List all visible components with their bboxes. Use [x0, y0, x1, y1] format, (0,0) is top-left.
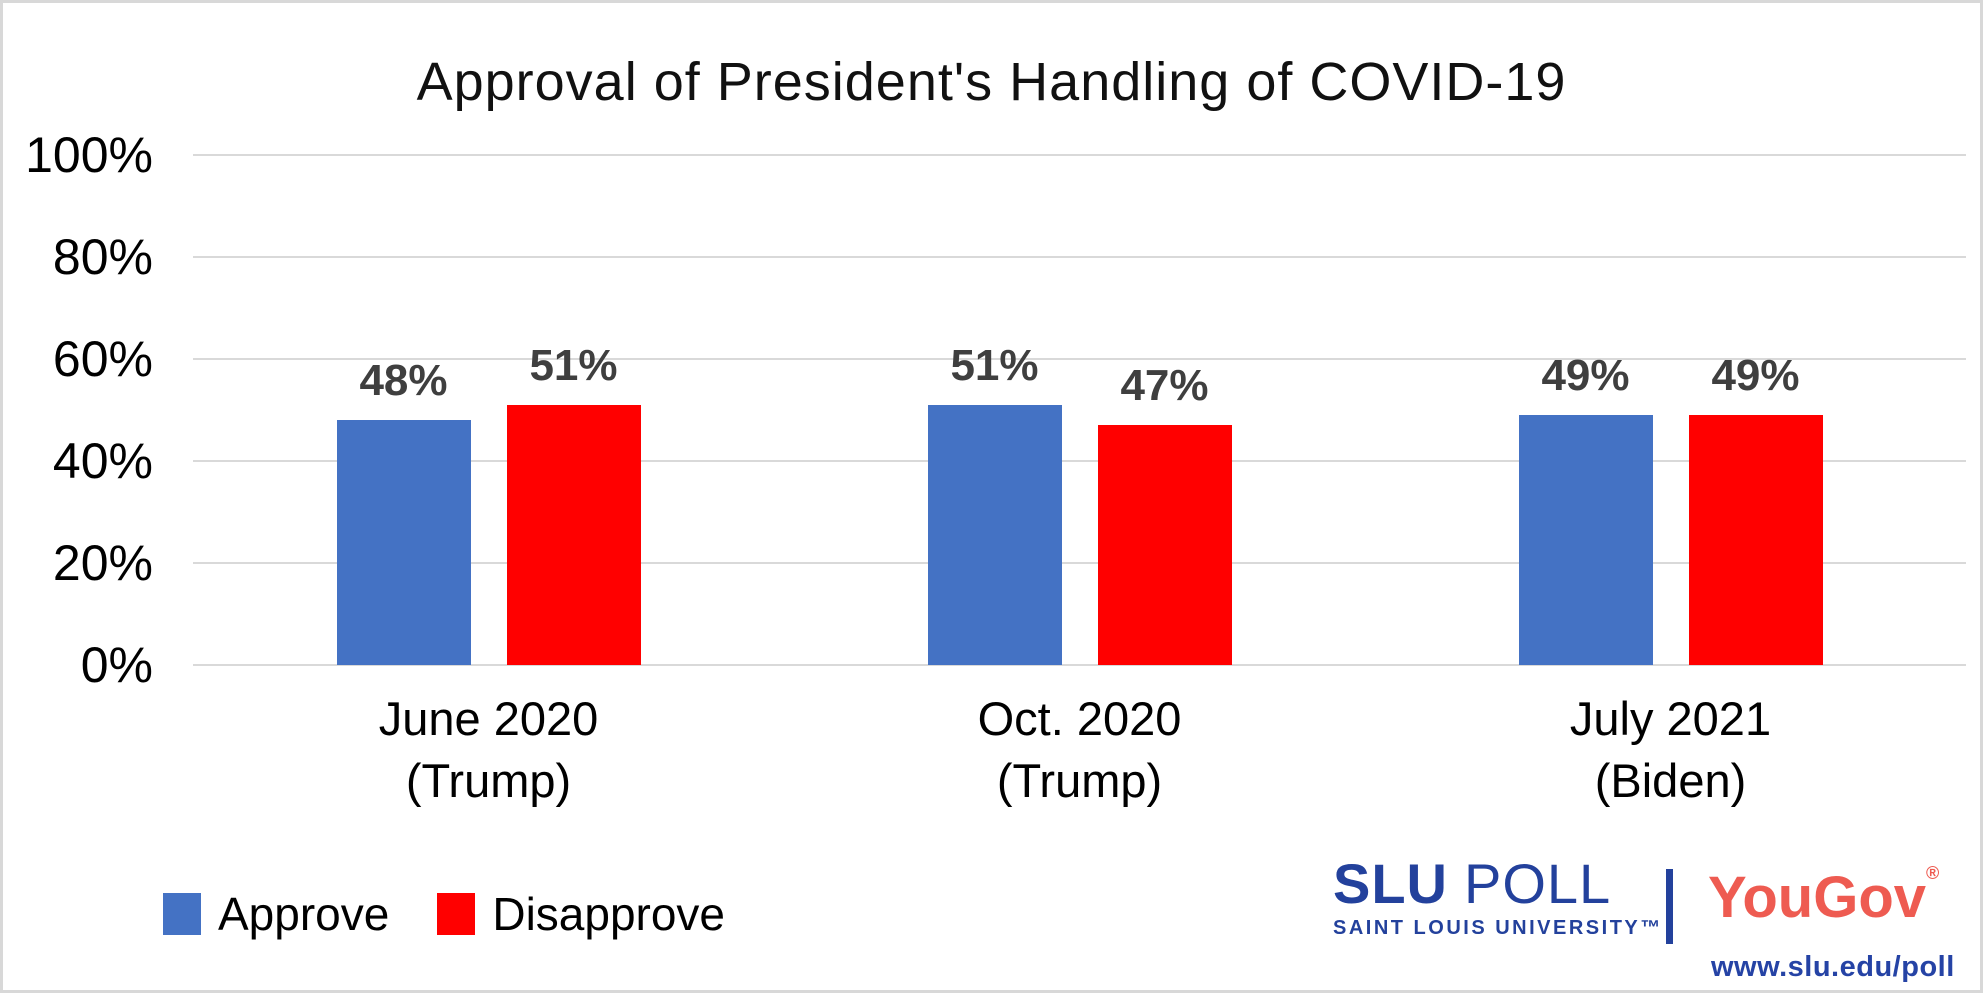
y-axis-tick-label: 60% [52, 331, 153, 387]
y-axis-tick-label: 100% [25, 127, 153, 183]
bar-disapprove [1688, 415, 1823, 665]
x-axis-category-label: (Biden) [1594, 754, 1747, 807]
y-axis-tick-label: 0% [80, 637, 153, 693]
gridline [193, 460, 1966, 462]
bar-value-label: 48% [359, 356, 448, 406]
legend-label-approve: Approve [218, 888, 390, 940]
x-axis-category-label: July 2021 [1569, 692, 1772, 745]
bar-value-label: 49% [1541, 351, 1630, 401]
approve-swatch-icon [163, 893, 201, 935]
disapprove-swatch-icon [437, 893, 476, 935]
yougov-logo: YouGov® [1708, 863, 1939, 931]
gridline [193, 256, 1966, 258]
yougov-wordmark: YouGov [1708, 865, 1927, 930]
slu-poll-wordmark: SLU POLL [1333, 855, 1663, 913]
slu-poll-logo: SLU POLL SAINT LOUIS UNIVERSITY™ [1333, 855, 1663, 940]
bar-value-label: 51% [529, 340, 618, 390]
y-axis-tick-label: 80% [52, 229, 153, 285]
registered-trademark-icon: ® [1926, 863, 1940, 883]
bar-value-label: 51% [950, 340, 1039, 390]
bar-disapprove [506, 404, 641, 665]
x-axis-category-label: (Trump) [405, 754, 572, 807]
x-axis-category-label: (Trump) [996, 754, 1163, 807]
bar-approve [1518, 415, 1653, 665]
y-axis-tick-label: 40% [52, 433, 153, 489]
slu-university-subline: SAINT LOUIS UNIVERSITY™ [1333, 917, 1663, 939]
bar-value-label: 47% [1120, 361, 1209, 411]
gridline [193, 358, 1966, 360]
legend-item-approve: Approve [163, 887, 389, 941]
legend-item-disapprove: Disapprove [437, 887, 725, 941]
logo-divider [1666, 869, 1673, 944]
chart-legend: Approve Disapprove [163, 887, 725, 941]
bar-disapprove [1097, 425, 1232, 665]
chart-title: Approval of President's Handling of COVI… [416, 52, 1567, 112]
poll-logo-word: POLL [1464, 852, 1612, 915]
legend-label-disapprove: Disapprove [492, 888, 726, 940]
x-axis-category-label: June 2020 [378, 692, 599, 745]
bar-approve [927, 404, 1062, 665]
bar-value-label: 49% [1711, 351, 1800, 401]
gridline [193, 154, 1966, 156]
bar-approve [336, 420, 471, 665]
x-axis-category-label: Oct. 2020 [977, 692, 1182, 745]
y-axis-tick-label: 20% [52, 535, 153, 591]
gridline [193, 664, 1966, 666]
slu-logo-word: SLU [1333, 852, 1448, 915]
gridline [193, 562, 1966, 564]
poll-url: www.slu.edu/poll [1711, 951, 1955, 983]
